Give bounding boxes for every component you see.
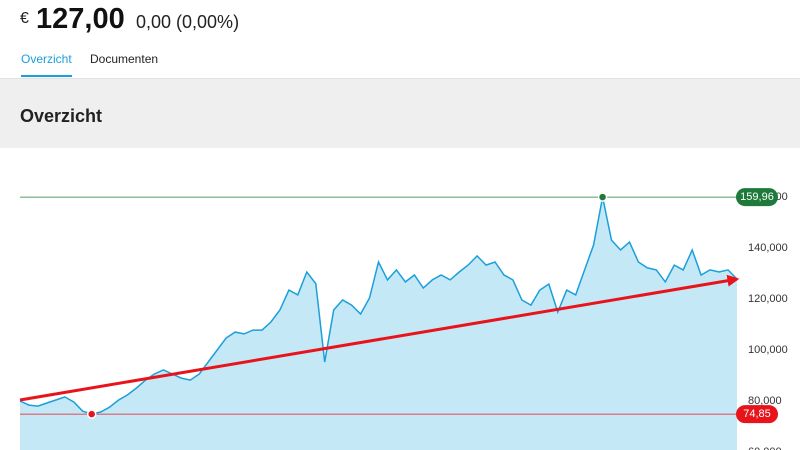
high-badge (736, 188, 778, 207)
low-label: 74,85 (743, 408, 771, 420)
trend-line (19, 274, 740, 402)
y-tick-label: 60,000 (748, 446, 782, 450)
section-title: Overzicht (20, 106, 103, 126)
y-tick-label: 140,000 (748, 242, 788, 254)
line (19, 196, 738, 415)
y-tick-label: 120,000 (748, 293, 788, 305)
header: € 127,00 0,00 (0,00%) Overzicht Document… (0, 0, 800, 79)
area (20, 197, 737, 450)
y-tick-label: 100,000 (748, 344, 788, 356)
change: 0,00 (0,00%) (136, 12, 240, 32)
low-marker (86, 409, 97, 419)
tab[interactable]: Documenten (90, 52, 159, 66)
high-label: 159,96 (740, 191, 774, 203)
low-badge (736, 405, 778, 424)
currency: € (20, 10, 29, 27)
section-band (0, 79, 800, 148)
y-tick-label: 80,000 (748, 395, 782, 407)
price: 127,00 (36, 3, 125, 35)
high-marker (597, 192, 608, 202)
tab[interactable]: Overzicht (21, 52, 72, 77)
